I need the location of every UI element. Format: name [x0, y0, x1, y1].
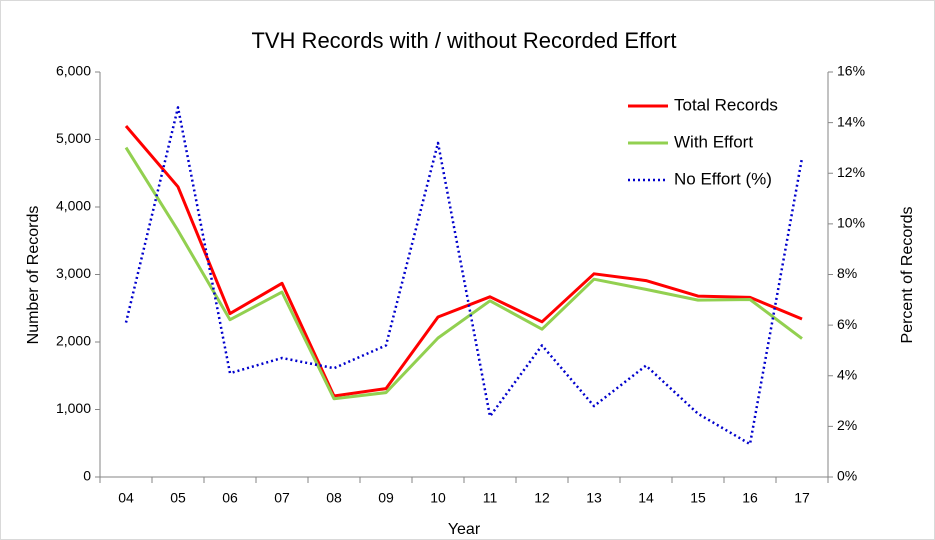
y-tick-label: 4,000	[56, 198, 91, 214]
series-line	[124, 125, 803, 398]
x-axis-label: Year	[448, 521, 481, 538]
y-tick-label: 2,000	[56, 333, 91, 349]
x-tick-label: 12	[534, 490, 550, 506]
y-tick-label: 1,000	[56, 400, 91, 416]
y2-tick-label: 4%	[837, 366, 857, 382]
y-tick-label: 6,000	[56, 63, 91, 79]
x-tick-label: 10	[430, 490, 446, 506]
y2-tick-label: 8%	[837, 265, 857, 281]
y-axis-label: Number of Records	[25, 206, 42, 345]
y-tick-label: 0	[83, 468, 91, 484]
series-line	[124, 146, 803, 401]
series-line	[124, 106, 804, 446]
y-tick-label: 3,000	[56, 265, 91, 281]
x-tick-label: 14	[638, 490, 654, 506]
x-tick-label: 07	[274, 490, 290, 506]
x-tick-label: 05	[170, 490, 186, 506]
y2-axis-label: Percent of Records	[899, 207, 916, 344]
y2-tick-label: 0%	[837, 468, 857, 484]
x-tick-label: 04	[118, 490, 134, 506]
legend-label: With Effort	[674, 132, 753, 151]
y-tick-label: 5,000	[56, 130, 91, 146]
x-tick-label: 09	[378, 490, 394, 506]
x-tick-label: 08	[326, 490, 342, 506]
x-tick-label: 15	[690, 490, 706, 506]
y2-tick-label: 2%	[837, 417, 857, 433]
legend-label: No Effort (%)	[674, 169, 772, 188]
x-tick-label: 11	[483, 490, 498, 506]
legend-label: Total Records	[674, 95, 778, 114]
x-tick-label: 13	[586, 490, 602, 506]
x-tick-label: 17	[794, 490, 810, 506]
x-tick-label: 06	[222, 490, 238, 506]
y2-tick-label: 10%	[837, 215, 865, 231]
y2-tick-label: 12%	[837, 164, 865, 180]
y2-tick-label: 6%	[837, 316, 857, 332]
y2-tick-label: 14%	[837, 113, 865, 129]
x-tick-label: 16	[742, 490, 758, 506]
y2-tick-label: 16%	[837, 63, 865, 79]
chart-title: TVH Records with / without Recorded Effo…	[251, 28, 676, 53]
